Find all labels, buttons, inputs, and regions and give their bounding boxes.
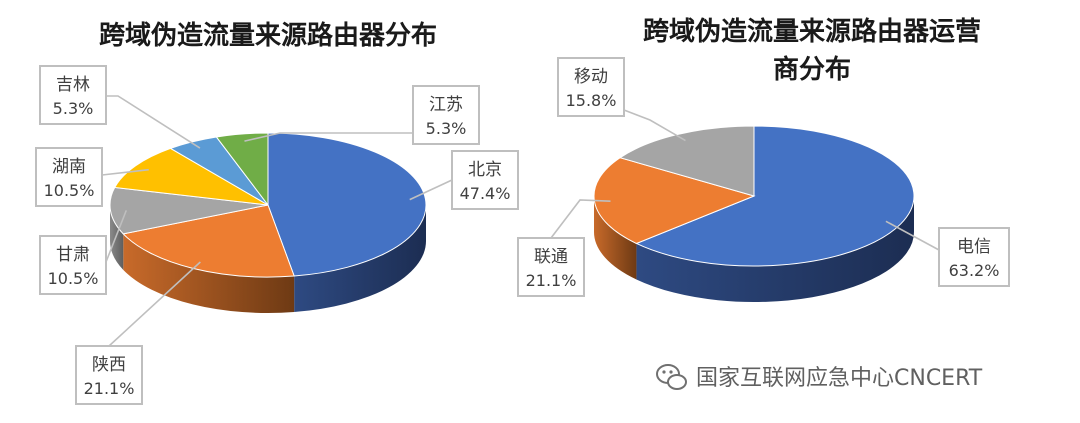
chart-1-label-name-4: 吉林 [56,75,90,95]
chart-1-label-2: 甘肃 10.5% [39,210,128,295]
chart-1-label-0: 北京 47.4% [409,150,519,210]
chart-1-slice-0 [267,132,427,277]
watermark: 国家互联网应急中心CNCERT [656,364,983,391]
chart-2-label-1: 联通 21.1% [517,199,611,297]
chart-1-label-name-3: 湖南 [52,157,86,177]
chart-1-leader-1 [108,261,201,347]
chart-1-leader-2 [105,210,128,263]
chart-1-label-name-2: 甘肃 [56,245,90,265]
chart-1-label-value-0: 47.4% [460,184,511,203]
chart-1-leader-0 [409,179,453,201]
chart-2-slice-2 [618,125,755,197]
chart-2-label-value-1: 21.1% [526,271,577,290]
chart-1-label-value-3: 10.5% [44,181,95,200]
chart-1: 跨域伪造流量来源路由器分布 北京 47.4% 陕西 21.1% 甘肃 10.5% 湖南 10.… [35,20,519,405]
chart-2-labels: 电信 63.2% 联通 21.1% 移动 15.8% [517,57,1010,297]
chart-2-label-box-2 [557,57,625,117]
chart-1-label-box-5 [412,85,480,145]
chart-1-label-box-2 [39,235,107,295]
chart-2-leader-1 [550,199,611,239]
chart-2-slice-0 [635,125,915,267]
chart-2-pie [593,125,915,303]
chart-1-label-box-0 [451,150,519,210]
chart-1-label-name-0: 北京 [468,160,502,180]
wechat-icon [656,364,687,390]
chart-2-leader-0 [885,220,940,251]
chart-1-slice-side-2 [110,205,124,270]
chart-2-label-value-0: 63.2% [949,261,1000,280]
chart-1-slice-2 [109,186,269,235]
chart-2: 跨域伪造流量来源路由器运营 商分布 电信 63.2% 联通 21.1% 移动 15.8% [517,16,1010,303]
chart-2-slice-side-1 [594,196,637,280]
chart-1-leader-5 [244,132,413,142]
chart-1-pie [109,132,427,313]
chart-2-label-box-0 [938,227,1010,287]
chart-1-slice-side-0 [294,205,426,313]
chart-1-labels: 北京 47.4% 陕西 21.1% 甘肃 10.5% 湖南 10.5% 吉林 5.3% 江苏 5.3% [35,65,519,405]
watermark-text: 国家互联网应急中心CNCERT [696,366,983,391]
chart-1-label-5: 江苏 5.3% [244,85,480,145]
chart-1-title: 跨域伪造流量来源路由器分布 [99,20,437,51]
chart-1-label-box-3 [35,147,103,207]
chart-1-label-name-5: 江苏 [429,95,463,115]
chart-1-label-1: 陕西 21.1% [75,261,201,405]
chart-1-slice-3 [113,147,269,206]
chart-1-label-name-1: 陕西 [92,355,126,375]
chart-2-title-line-1: 跨域伪造流量来源路由器运营 [643,16,981,47]
chart-2-title-line-2: 商分布 [773,54,851,85]
chart-2-label-name-2: 移动 [574,67,608,87]
chart-1-leader-4 [106,95,201,149]
chart-2-label-name-0: 电信 [957,237,991,257]
chart-2-label-2: 移动 15.8% [557,57,686,142]
chart-1-label-value-2: 10.5% [48,269,99,288]
chart-1-label-3: 湖南 10.5% [35,147,149,207]
chart-2-slice-side-0 [636,196,914,303]
chart-2-leader-2 [623,109,686,142]
chart-2-label-box-1 [517,237,585,297]
chart-1-label-box-4 [39,65,107,125]
chart-1-slice-5 [215,132,269,207]
chart-1-label-4: 吉林 5.3% [39,65,201,149]
chart-2-label-0: 电信 63.2% [885,220,1010,287]
chart-1-label-box-1 [75,345,143,405]
chart-1-label-value-4: 5.3% [53,99,94,118]
chart-1-label-value-5: 5.3% [426,119,467,138]
chart-2-slice-1 [593,157,756,245]
chart-2-label-value-2: 15.8% [566,91,617,110]
chart-1-leader-3 [101,168,149,176]
chart-2-label-name-1: 联通 [534,247,568,267]
chart-1-label-value-1: 21.1% [84,379,135,398]
